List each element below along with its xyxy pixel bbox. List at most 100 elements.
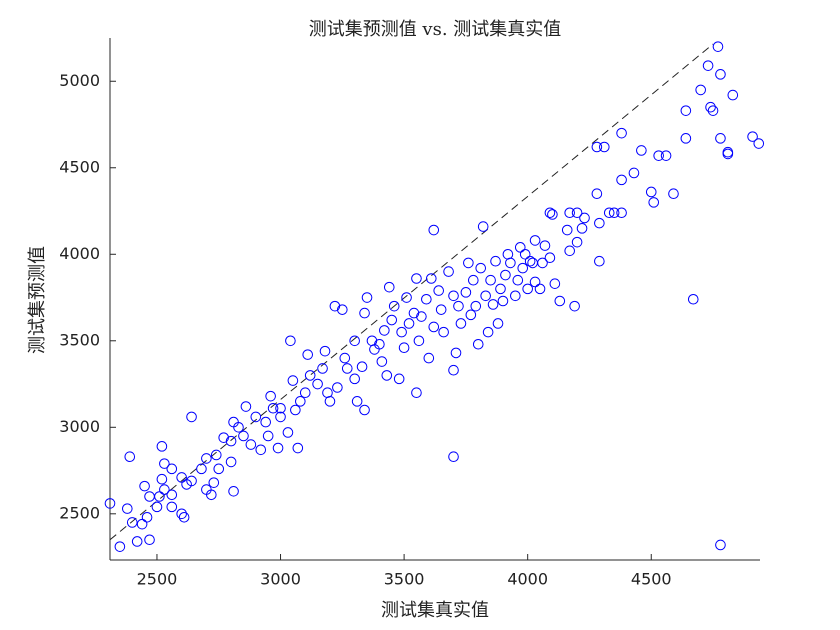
- data-point: [144, 491, 155, 502]
- data-point: [166, 489, 178, 501]
- data-point: [549, 278, 561, 289]
- data-point: [492, 318, 504, 329]
- y-tick-label: 3500: [59, 330, 100, 349]
- data-point: [653, 150, 664, 161]
- x-tick-label: 3000: [260, 570, 301, 589]
- data-point: [460, 287, 472, 298]
- data-point: [438, 326, 449, 338]
- data-point: [707, 105, 719, 116]
- data-point: [124, 451, 136, 463]
- data-point: [196, 463, 207, 475]
- data-point: [156, 441, 168, 452]
- data-point: [544, 252, 556, 264]
- data-point: [339, 352, 351, 364]
- data-point: [361, 292, 373, 303]
- chart-title: 测试集预测值 vs. 测试集真实值: [309, 19, 562, 40]
- data-point: [564, 245, 575, 257]
- data-point: [398, 342, 410, 354]
- data-point: [290, 404, 301, 416]
- data-point: [529, 276, 541, 288]
- data-point: [680, 133, 692, 144]
- data-point: [245, 439, 257, 450]
- data-point: [260, 416, 272, 428]
- data-point: [517, 262, 529, 274]
- data-point: [514, 242, 526, 253]
- data-point: [448, 451, 459, 463]
- data-point: [512, 274, 524, 286]
- data-point: [144, 534, 155, 546]
- data-point: [265, 390, 276, 402]
- data-point: [388, 300, 400, 312]
- data-point: [381, 370, 393, 381]
- data-point: [727, 89, 739, 101]
- data-point: [529, 235, 541, 246]
- data-point: [594, 217, 605, 229]
- data-point: [383, 281, 395, 293]
- data-point: [141, 511, 153, 523]
- data-point: [472, 338, 484, 350]
- y-axis-label: 测试集预测值: [27, 246, 48, 354]
- data-point: [443, 266, 454, 277]
- data-point: [722, 148, 734, 160]
- data-point: [591, 188, 603, 200]
- data-point: [210, 449, 222, 461]
- x-tick-label: 4500: [631, 570, 672, 589]
- data-point: [403, 318, 415, 329]
- data-point: [393, 373, 405, 385]
- data-point: [490, 255, 501, 267]
- data-point: [487, 299, 499, 310]
- data-point: [413, 335, 425, 347]
- data-point: [282, 427, 294, 438]
- data-point: [564, 207, 575, 219]
- data-point: [753, 138, 765, 149]
- data-point: [376, 356, 388, 367]
- data-point: [576, 223, 588, 234]
- data-point: [702, 60, 714, 71]
- data-point: [349, 335, 360, 347]
- data-point: [136, 518, 148, 530]
- data-point: [287, 375, 299, 386]
- data-point: [359, 307, 370, 319]
- data-point: [317, 363, 328, 374]
- data-point: [401, 292, 412, 303]
- data-point: [470, 300, 482, 312]
- data-point: [122, 503, 133, 514]
- data-point: [324, 396, 336, 407]
- data-point: [522, 283, 533, 295]
- data-point: [156, 473, 168, 485]
- data-point: [267, 402, 279, 414]
- data-point: [208, 477, 220, 488]
- data-point: [450, 347, 462, 359]
- data-point: [519, 248, 531, 260]
- data-point: [554, 295, 566, 307]
- data-point: [616, 174, 627, 186]
- data-point: [477, 221, 489, 232]
- data-point: [114, 541, 126, 552]
- data-point: [356, 361, 368, 373]
- data-point: [547, 209, 558, 220]
- data-point: [272, 442, 284, 454]
- data-point: [411, 387, 422, 398]
- data-point: [527, 257, 538, 269]
- data-point: [349, 373, 360, 385]
- data-point: [455, 318, 467, 329]
- data-point: [416, 311, 427, 322]
- data-point: [497, 295, 509, 307]
- data-point: [715, 539, 726, 551]
- data-point: [715, 69, 726, 80]
- data-point: [151, 501, 163, 513]
- data-point: [411, 273, 422, 284]
- data-point: [178, 511, 190, 523]
- data-point: [250, 411, 262, 423]
- data-point: [668, 188, 679, 200]
- data-point: [715, 133, 726, 144]
- data-point: [374, 338, 385, 350]
- data-point: [396, 326, 407, 338]
- data-point: [332, 382, 343, 393]
- data-point: [598, 141, 610, 153]
- y-tick-label: 4500: [59, 157, 100, 176]
- data-point: [312, 378, 323, 390]
- data-point: [255, 444, 267, 456]
- data-point: [712, 41, 724, 52]
